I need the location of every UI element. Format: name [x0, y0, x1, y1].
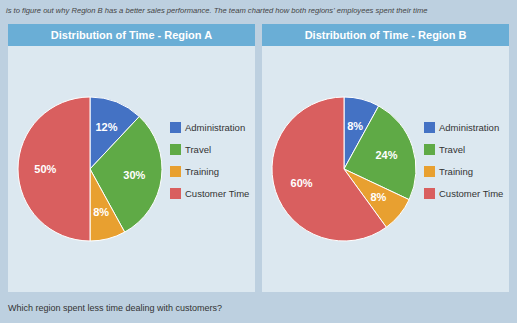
legend-swatch	[170, 122, 181, 133]
data-label: 30%	[123, 169, 145, 181]
legend-swatch	[170, 166, 181, 177]
panel-background	[262, 24, 509, 292]
pie-slice	[90, 117, 162, 233]
data-labels: 8% 24% 8% 60%	[291, 120, 398, 204]
legend-swatch	[424, 166, 435, 177]
data-labels: 12% 30% 8% 50%	[34, 121, 145, 218]
legend-entry: Customer Time	[185, 188, 249, 199]
legend-entry: Administration	[439, 122, 499, 133]
legend-entry: Travel	[185, 144, 211, 155]
data-label: 8%	[93, 206, 109, 218]
data-label: 50%	[34, 163, 56, 175]
pie-slice	[272, 97, 386, 241]
data-label: 8%	[347, 120, 363, 132]
legend: Administration Travel Training Customer Tim…	[424, 122, 503, 199]
pie-slices	[18, 97, 162, 241]
legend-swatch	[424, 188, 435, 199]
legend-swatch	[424, 122, 435, 133]
title-bar	[262, 24, 509, 46]
legend-swatch	[424, 144, 435, 155]
legend-entry: Administration	[185, 122, 245, 133]
title-bar	[8, 24, 255, 46]
page-background	[0, 0, 517, 323]
footer-text: Which region spent less time dealing wit…	[8, 303, 222, 313]
chart-title: Distribution of Time - Region B	[305, 29, 467, 41]
legend-entry: Customer Time	[439, 188, 503, 199]
data-label: 60%	[291, 177, 313, 189]
pie-panel: Distribution of Time - Region A 12% 30% 8% 5…	[8, 24, 255, 292]
legend-entry: Training	[185, 166, 219, 177]
chart-page: is to figure out why Region B has a bett…	[0, 0, 517, 323]
chart-title: Distribution of Time - Region A	[51, 29, 212, 41]
pie-slice	[90, 169, 125, 241]
header-text: is to figure out why Region B has a bett…	[6, 6, 427, 15]
pie-slices	[272, 97, 416, 241]
data-label: 8%	[370, 191, 386, 203]
pie-slice	[18, 97, 90, 241]
panel-background	[8, 24, 255, 292]
pie-panel: Distribution of Time - Region B 8% 24% 8% 60…	[262, 24, 509, 292]
legend-entry: Travel	[439, 144, 465, 155]
legend-swatch	[170, 144, 181, 155]
legend: Administration Travel Training Customer Tim…	[170, 122, 249, 199]
legend-entry: Training	[439, 166, 473, 177]
legend-swatch	[170, 188, 181, 199]
data-label: 24%	[375, 149, 397, 161]
data-label: 12%	[95, 121, 117, 133]
